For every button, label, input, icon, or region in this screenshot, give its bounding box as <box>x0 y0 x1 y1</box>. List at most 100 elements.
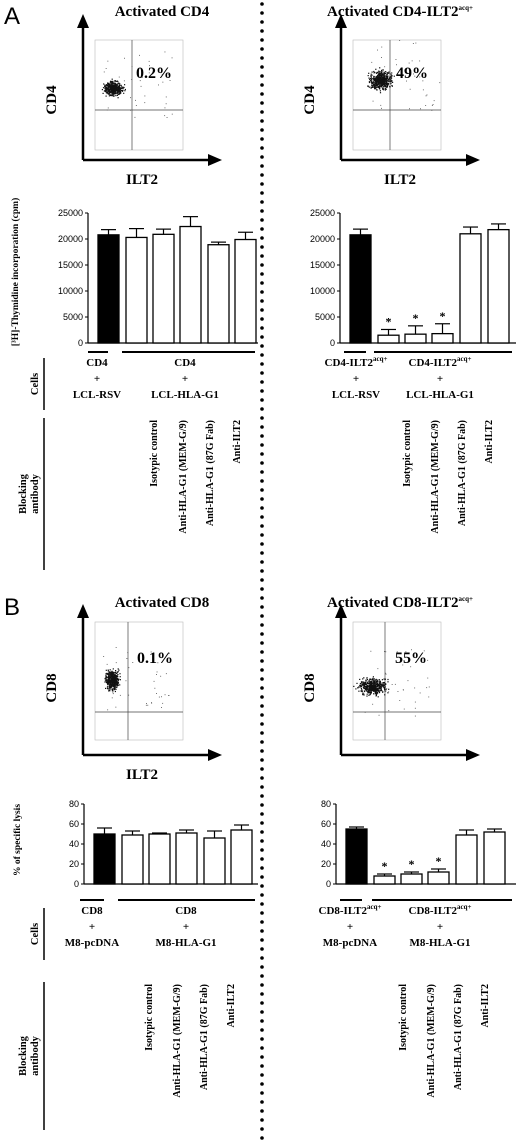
significance-star: * <box>386 314 392 328</box>
antibody-label: Anti-ILT2 <box>480 984 491 1028</box>
group-label: LCL-RSV <box>73 389 121 401</box>
antibody-label: Anti-HLA-G1 (87G Fab) <box>457 420 468 526</box>
panel-a-label: A <box>4 3 20 30</box>
group-label: + <box>89 921 95 933</box>
svg-text:antibody: antibody <box>30 473 41 513</box>
percentage-label: 49% <box>396 65 428 82</box>
antibody-label: Anti-ILT2 <box>226 984 237 1028</box>
significance-star: * <box>440 309 446 323</box>
bar-chart-b-left: 0 20 40 60 80 <box>69 799 258 889</box>
bar <box>377 334 400 344</box>
bar <box>121 834 144 885</box>
antibody-label: Anti-ILT2 <box>484 420 495 464</box>
antibody-label: Isotypic control <box>402 420 413 487</box>
svg-text:Blocking: Blocking <box>18 473 29 513</box>
group-label: + <box>437 921 443 933</box>
antibody-label: Isotypic control <box>144 984 155 1051</box>
group-label: CD4-ILT2acq+ <box>409 355 472 369</box>
antibody-label: Anti-ILT2 <box>232 420 243 464</box>
y-tick-label: 25000 <box>310 208 335 218</box>
group-label: + <box>182 373 188 385</box>
scatter-dots <box>367 40 441 111</box>
y-tick-label: 60 <box>321 819 331 829</box>
antibody-label: Anti-HLA-G1 (87G Fab) <box>199 984 210 1090</box>
group-label: LCL-HLA-G1 <box>406 389 474 401</box>
y-tick-label: 0 <box>78 338 83 348</box>
panel-a-left-title: Activated CD4 <box>115 4 210 20</box>
y-tick-label: 0 <box>330 338 335 348</box>
flow-x-axis-label: ILT2 <box>126 172 158 188</box>
bar <box>179 225 202 344</box>
group-label: + <box>353 373 359 385</box>
significance-star: * <box>413 311 419 325</box>
y-axis-label: % of specific lysis <box>13 804 23 876</box>
significance-star: * <box>409 857 415 871</box>
flow-plot-cd4-ilt2: CD4 ILT2 49% <box>302 14 480 188</box>
significance-star: * <box>436 854 442 868</box>
group-label: LCL-RSV <box>332 389 380 401</box>
bar <box>373 875 396 885</box>
blocking-label-1: Blocking <box>18 473 29 513</box>
bar <box>455 834 478 885</box>
antibody-label: Anti-HLA-G1 (MEM-G/9) <box>430 420 441 534</box>
blocking-section-a: Blocking antibody Isotypic control Anti-H… <box>18 418 495 570</box>
blocking-section-b: Blocking antibody Isotypic control Anti-H… <box>18 982 491 1130</box>
bar <box>427 871 450 885</box>
group-label: CD4-ILT2acq+ <box>325 355 388 369</box>
bar <box>230 829 253 885</box>
y-tick-label: 10000 <box>58 286 83 296</box>
blocking-label-1: Blocking <box>18 1035 29 1075</box>
bar <box>125 236 148 344</box>
y-tick-label: 80 <box>321 799 331 809</box>
cells-section-b: Cells CD8 + M8-pcDNA CD8 + M8-HLA-G1 CD8-ILT2… <box>30 899 512 960</box>
scatter-dots <box>353 649 430 717</box>
group-label: CD8 <box>81 905 103 917</box>
bar <box>93 833 116 885</box>
blocking-label-2: antibody <box>30 473 41 513</box>
y-tick-label: 10000 <box>310 286 335 296</box>
group-label: CD4 <box>174 357 196 369</box>
bar <box>152 233 175 344</box>
flow-plot-cd4: CD4 ILT2 0.2% <box>44 14 222 188</box>
group-label: CD8-ILT2acq+ <box>319 903 382 917</box>
group-label: LCL-HLA-G1 <box>151 389 219 401</box>
flow-plot-cd8-ilt2: CD8 55% <box>302 604 480 761</box>
y-tick-label: 40 <box>321 839 331 849</box>
scatter-dots <box>101 51 173 118</box>
flow-y-axis-label: CD4 <box>302 85 318 115</box>
antibody-label: Anti-HLA-G1 (MEM-G/9) <box>172 984 183 1098</box>
percentage-label: 0.2% <box>136 65 172 82</box>
svg-text:Blocking: Blocking <box>18 1035 29 1075</box>
bar <box>349 234 372 344</box>
group-label: M8-HLA-G1 <box>409 937 470 949</box>
panel-separator <box>260 2 264 1140</box>
antibody-label: Isotypic control <box>149 420 160 487</box>
bar <box>148 833 171 885</box>
y-axis-label: [³H]-Thymidine incorporation (cpm) <box>10 198 21 347</box>
y-tick-label: 5000 <box>63 312 83 322</box>
panel-b-left-title: Activated CD8 <box>115 595 210 611</box>
flow-y-axis-label: CD8 <box>44 673 60 702</box>
bar-chart-a-left: 0 5000 10000 15000 20000 25000 <box>58 208 258 348</box>
svg-text:antibody: antibody <box>30 1035 41 1075</box>
bar <box>234 238 257 344</box>
significance-star: * <box>382 859 388 873</box>
group-label: M8-pcDNA <box>323 937 377 949</box>
y-tick-label: 0 <box>74 879 79 889</box>
flow-y-axis-label: CD8 <box>302 673 318 702</box>
blocking-label-2: antibody <box>30 1035 41 1075</box>
y-tick-label: 60 <box>69 819 79 829</box>
group-label: M8-pcDNA <box>65 937 119 949</box>
group-label: + <box>437 373 443 385</box>
bar <box>459 233 482 344</box>
y-tick-label: 25000 <box>58 208 83 218</box>
cells-label: Cells <box>30 373 41 395</box>
bar <box>175 832 198 885</box>
y-tick-label: 80 <box>69 799 79 809</box>
bar <box>345 828 368 885</box>
flow-x-axis-label: ILT2 <box>126 767 158 783</box>
flow-plot-cd8: CD8 ILT2 0.1% <box>44 604 222 783</box>
percentage-label: 0.1% <box>137 650 173 667</box>
y-tick-label: 20 <box>321 859 331 869</box>
